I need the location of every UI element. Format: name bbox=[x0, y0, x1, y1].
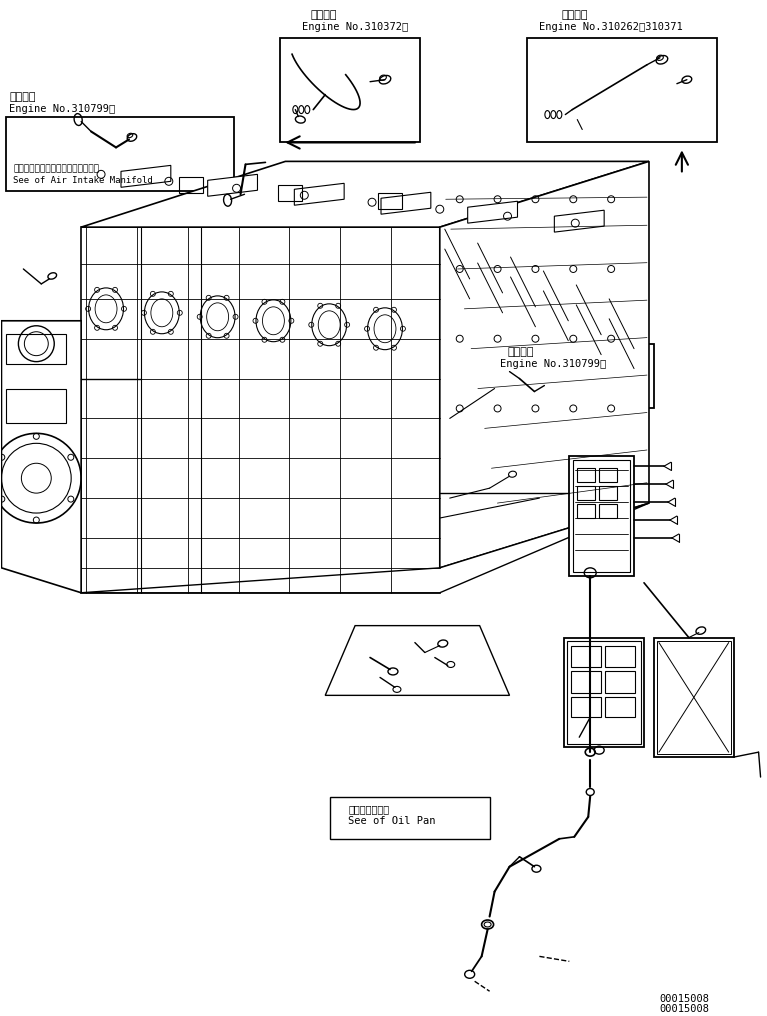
Polygon shape bbox=[295, 183, 344, 205]
Text: Engine No.310262～310371: Engine No.310262～310371 bbox=[539, 22, 683, 31]
Bar bbox=[278, 185, 302, 201]
Bar bbox=[281, 38, 420, 142]
Text: 適用号機: 適用号機 bbox=[311, 10, 337, 20]
Bar bbox=[657, 640, 731, 754]
Polygon shape bbox=[325, 626, 509, 695]
Bar bbox=[495, 343, 654, 408]
Text: See of Air Intake Manifold: See of Air Intake Manifold bbox=[13, 177, 153, 185]
Bar bbox=[6, 117, 234, 191]
Bar bbox=[571, 697, 601, 717]
Polygon shape bbox=[81, 503, 649, 592]
Bar bbox=[599, 504, 617, 518]
Text: Engine No.310799～: Engine No.310799～ bbox=[9, 104, 116, 114]
Bar bbox=[179, 178, 202, 193]
Polygon shape bbox=[381, 192, 431, 214]
Bar bbox=[568, 640, 641, 744]
Bar bbox=[378, 193, 402, 209]
Polygon shape bbox=[208, 175, 258, 196]
Bar bbox=[528, 38, 716, 142]
Bar bbox=[571, 645, 601, 668]
Polygon shape bbox=[2, 321, 81, 592]
Bar bbox=[654, 638, 734, 757]
Bar bbox=[578, 504, 595, 518]
Polygon shape bbox=[121, 166, 171, 187]
Text: 00015008: 00015008 bbox=[659, 995, 709, 1004]
Bar bbox=[6, 388, 66, 424]
Polygon shape bbox=[439, 162, 649, 568]
Bar bbox=[578, 468, 595, 483]
Bar bbox=[6, 333, 66, 364]
Polygon shape bbox=[81, 228, 439, 592]
Bar bbox=[605, 645, 635, 668]
Text: See of Oil Pan: See of Oil Pan bbox=[348, 816, 436, 826]
Text: オイルパン参照: オイルパン参照 bbox=[348, 804, 390, 814]
Bar bbox=[569, 456, 634, 576]
Text: エアーインテークマニホールド参照: エアーインテークマニホールド参照 bbox=[13, 165, 100, 174]
Bar bbox=[565, 638, 644, 747]
Polygon shape bbox=[81, 162, 649, 228]
Text: 適用号機: 適用号機 bbox=[561, 10, 588, 20]
Polygon shape bbox=[468, 201, 518, 224]
Text: 適用号機: 適用号機 bbox=[9, 91, 36, 102]
Text: Engine No.310372～: Engine No.310372～ bbox=[302, 22, 409, 31]
Bar bbox=[571, 672, 601, 693]
Text: 00015008: 00015008 bbox=[659, 1004, 709, 1014]
Polygon shape bbox=[555, 210, 604, 232]
Bar bbox=[599, 486, 617, 500]
Bar bbox=[605, 697, 635, 717]
Bar bbox=[605, 672, 635, 693]
Bar bbox=[578, 486, 595, 500]
Text: 適用号機: 適用号機 bbox=[508, 346, 534, 357]
Bar bbox=[599, 468, 617, 483]
Bar bbox=[331, 797, 489, 839]
Bar bbox=[573, 460, 630, 572]
Text: Engine No.310799～: Engine No.310799～ bbox=[499, 359, 606, 369]
